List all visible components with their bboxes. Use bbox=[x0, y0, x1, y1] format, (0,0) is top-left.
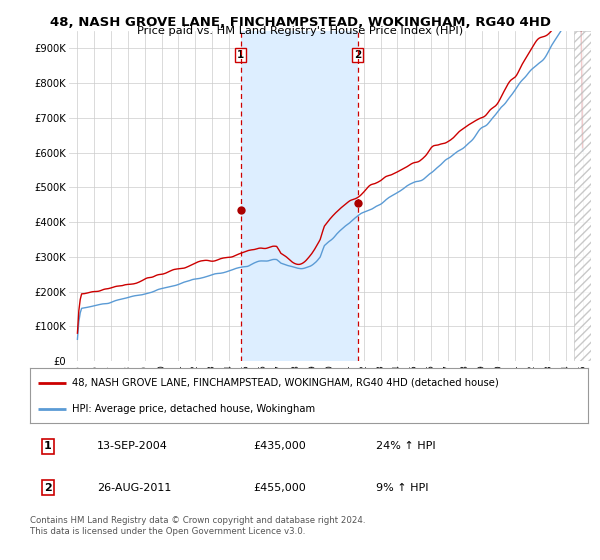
Text: 24% ↑ HPI: 24% ↑ HPI bbox=[376, 441, 436, 451]
Text: 9% ↑ HPI: 9% ↑ HPI bbox=[376, 483, 428, 493]
Text: Price paid vs. HM Land Registry's House Price Index (HPI): Price paid vs. HM Land Registry's House … bbox=[137, 26, 463, 36]
Text: 2: 2 bbox=[44, 483, 52, 493]
Bar bbox=[241, 31, 358, 361]
Text: 48, NASH GROVE LANE, FINCHAMPSTEAD, WOKINGHAM, RG40 4HD (detached house): 48, NASH GROVE LANE, FINCHAMPSTEAD, WOKI… bbox=[72, 378, 499, 388]
Text: 1: 1 bbox=[44, 441, 52, 451]
Text: 26-AUG-2011: 26-AUG-2011 bbox=[97, 483, 172, 493]
Text: £435,000: £435,000 bbox=[253, 441, 306, 451]
Text: Contains HM Land Registry data © Crown copyright and database right 2024.
This d: Contains HM Land Registry data © Crown c… bbox=[30, 516, 365, 536]
Text: 1: 1 bbox=[237, 50, 245, 60]
Bar bbox=[574, 31, 591, 361]
Text: 2: 2 bbox=[354, 50, 361, 60]
Text: £455,000: £455,000 bbox=[253, 483, 306, 493]
Text: 48, NASH GROVE LANE, FINCHAMPSTEAD, WOKINGHAM, RG40 4HD: 48, NASH GROVE LANE, FINCHAMPSTEAD, WOKI… bbox=[49, 16, 551, 29]
Text: 13-SEP-2004: 13-SEP-2004 bbox=[97, 441, 168, 451]
Text: HPI: Average price, detached house, Wokingham: HPI: Average price, detached house, Woki… bbox=[72, 404, 315, 414]
